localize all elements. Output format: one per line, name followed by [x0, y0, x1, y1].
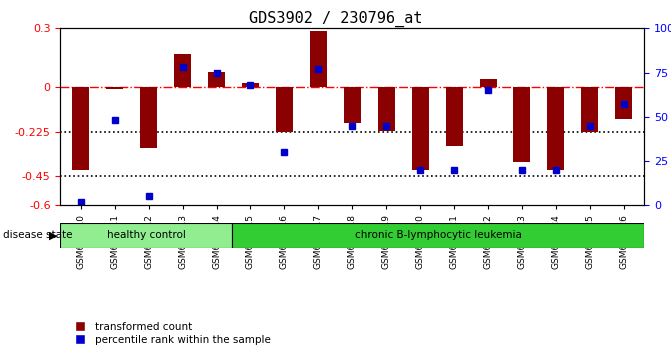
Bar — [208, 72, 225, 87]
Bar — [581, 87, 599, 132]
Bar — [548, 87, 564, 170]
Bar — [140, 87, 157, 148]
Bar — [276, 87, 293, 132]
Bar — [174, 54, 191, 87]
Text: ▶: ▶ — [48, 230, 57, 240]
Bar — [615, 87, 632, 119]
Bar — [72, 87, 89, 170]
FancyBboxPatch shape — [232, 223, 644, 248]
Bar — [344, 87, 361, 123]
Text: GDS3902 / 230796_at: GDS3902 / 230796_at — [249, 11, 422, 27]
Bar — [106, 87, 123, 89]
Bar — [412, 87, 429, 170]
Bar — [310, 31, 327, 87]
Text: disease state: disease state — [3, 230, 73, 240]
Bar — [378, 87, 395, 131]
FancyBboxPatch shape — [60, 223, 232, 248]
Legend: transformed count, percentile rank within the sample: transformed count, percentile rank withi… — [66, 317, 275, 349]
Bar — [242, 84, 259, 87]
Bar — [446, 87, 462, 146]
Bar — [480, 79, 497, 87]
Text: healthy control: healthy control — [107, 230, 186, 240]
Text: chronic B-lymphocytic leukemia: chronic B-lymphocytic leukemia — [355, 230, 521, 240]
Bar — [513, 87, 531, 162]
